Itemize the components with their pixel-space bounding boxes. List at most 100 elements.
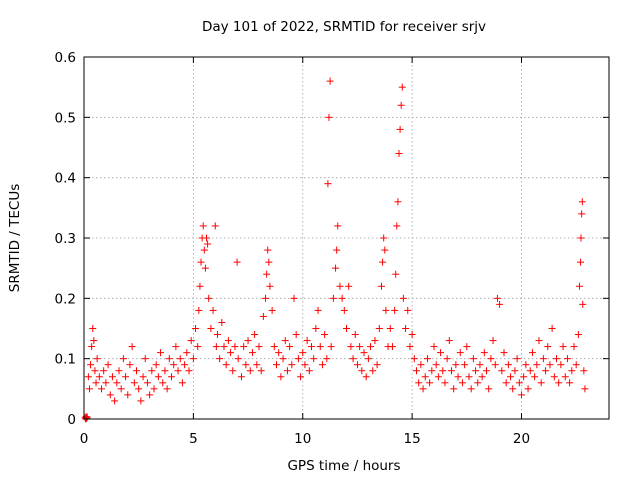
data-point [511,367,519,375]
data-point [85,385,93,393]
grid [84,57,609,419]
data-point [111,397,119,405]
data-point [410,355,418,363]
data-point [130,379,138,387]
data-point [204,240,212,248]
data-point [566,379,574,387]
data-point [476,361,484,369]
data-point [154,373,162,381]
data-point [321,331,329,339]
data-point [89,325,97,332]
data-point [382,306,390,314]
data-point [489,337,497,345]
data-point [251,331,259,339]
data-point [579,300,587,308]
data-point [478,373,486,381]
data-point [437,349,445,357]
data-point [90,337,98,345]
data-point [231,343,239,351]
data-point [378,282,385,290]
x-tick-label: 15 [404,431,421,447]
data-point [553,355,560,363]
data-point [207,325,215,332]
data-point [203,234,210,242]
data-point [575,282,583,290]
data-point [396,125,404,133]
data-point [259,312,267,320]
data-point [323,355,331,363]
data-point [91,367,99,375]
data-point [526,367,534,375]
data-point [413,367,420,375]
data-point [557,361,565,369]
data-point [406,343,414,351]
data-point [275,349,283,357]
data-point [465,373,473,381]
data-point [294,355,302,363]
data-point [542,367,550,375]
data-point [88,343,96,351]
data-point [371,337,379,345]
data-point [281,337,289,345]
data-point [324,180,332,188]
data-point [106,391,114,399]
data-point [332,264,340,272]
data-point [480,349,488,357]
data-point [270,343,278,351]
data-point [568,367,576,375]
data-point [181,361,189,369]
data-point [509,385,517,393]
data-point [213,331,221,339]
data-point [417,361,425,369]
data-point [356,343,364,351]
data-point [445,337,453,345]
data-point [170,361,178,369]
data-point [469,355,477,363]
data-point [581,385,589,393]
data-point [126,361,134,369]
data-point [98,385,105,393]
data-point [485,385,493,393]
y-tick-label: 0.4 [55,171,76,187]
x-axis: 0 5 10 15 20 [80,57,530,447]
data-point [318,361,326,369]
data-point [391,306,399,314]
data-point [399,294,407,302]
data-point [224,337,232,345]
data-point [263,270,271,278]
data-point [487,355,495,363]
x-axis-label: GPS time / hours [287,458,400,474]
data-point [216,355,224,363]
data-point [312,325,320,332]
data-point [218,318,226,326]
data-point [84,373,92,381]
data-point [392,270,400,278]
x-tick-label: 5 [189,431,198,447]
plot-frame [83,56,610,420]
data-point [148,367,156,375]
y-tick-label: 0.6 [55,50,76,66]
data-point [496,300,504,308]
data-point [277,373,285,381]
x-tick-label: 0 [80,431,89,447]
data-point [367,343,375,351]
data-point [139,373,147,381]
data-point [113,379,121,387]
y-tick-label: 0.3 [55,231,76,247]
data-point [381,246,389,254]
data-point [303,337,311,345]
data-point [531,373,539,381]
data-point [539,355,547,363]
data-point [493,294,501,302]
data-point [358,367,366,375]
data-point [570,343,578,351]
data-point [174,367,182,375]
data-point [273,361,280,369]
data-point [561,373,569,381]
data-point [244,337,252,345]
data-point [316,343,324,351]
data-point [222,361,230,369]
data-point [379,258,387,266]
data-point [246,367,254,375]
data-point [546,361,554,369]
